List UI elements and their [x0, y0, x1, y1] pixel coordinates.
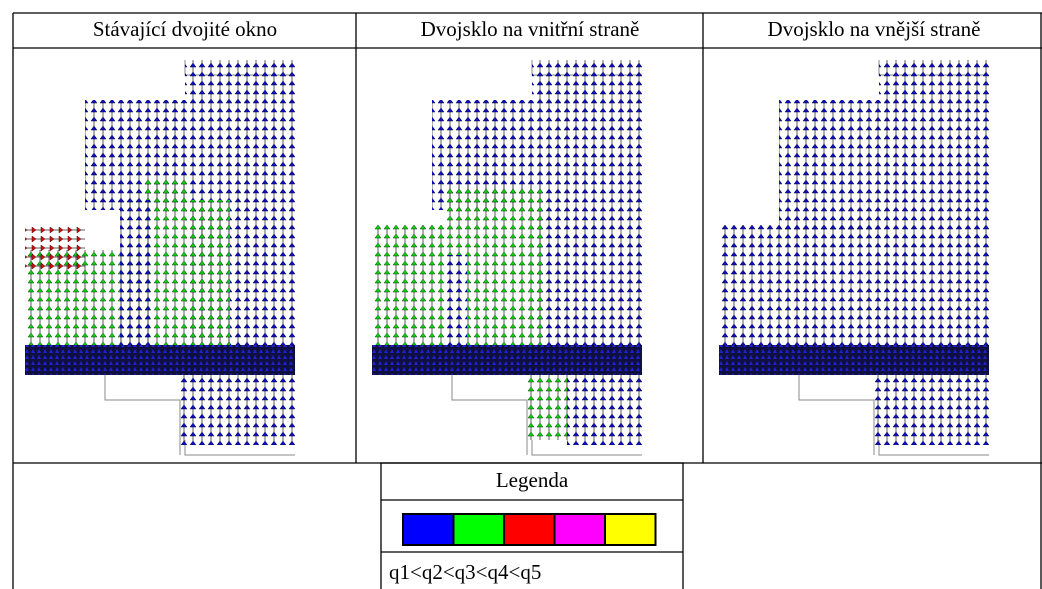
heat-flow-image	[25, 60, 295, 456]
legend-title: Legenda	[496, 468, 569, 492]
legend-text: q1<q2<q3<q4<q5	[389, 560, 541, 584]
legend-swatch	[604, 513, 657, 546]
legend-table	[380, 462, 684, 589]
legend-swatch	[452, 513, 505, 546]
legend-swatch	[402, 513, 455, 546]
legend-swatches	[402, 513, 657, 546]
heat-flow-image	[372, 60, 642, 456]
column-header: Dvojsklo na vnější straně	[768, 17, 981, 41]
heat-flow-image	[719, 60, 989, 456]
column-header: Stávající dvojité okno	[93, 17, 277, 41]
legend-swatch	[553, 513, 606, 546]
column-header: Dvojsklo na vnitřní straně	[421, 17, 640, 41]
legend-swatch	[503, 513, 556, 546]
